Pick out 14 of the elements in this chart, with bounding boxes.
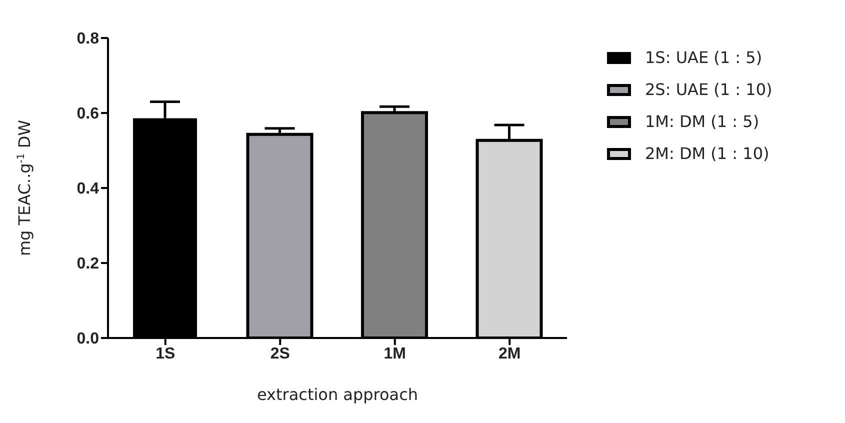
- legend-label: 1M: DM (1 : 5): [645, 112, 760, 131]
- y-tick-label: 0.0: [76, 330, 100, 348]
- x-tick-label: 2M: [498, 345, 521, 362]
- y-tick-label: 0.8: [76, 30, 100, 48]
- x-axis-title: extraction approach: [256, 385, 418, 404]
- y-tick-label: 0.6: [76, 106, 100, 123]
- x-tick-label: 2S: [270, 345, 290, 362]
- legend-label: 1S: UAE (1 : 5): [645, 48, 762, 67]
- x-tick-label: 1M: [384, 345, 406, 362]
- y-tick-label: 0.4: [76, 180, 100, 198]
- legend-label: 2S: UAE (1 : 10): [645, 80, 772, 99]
- legend-label: 2M: DM (1 : 10): [645, 144, 770, 163]
- y-tick-label: 0.2: [76, 256, 100, 273]
- x-tick-label: 1S: [156, 345, 176, 362]
